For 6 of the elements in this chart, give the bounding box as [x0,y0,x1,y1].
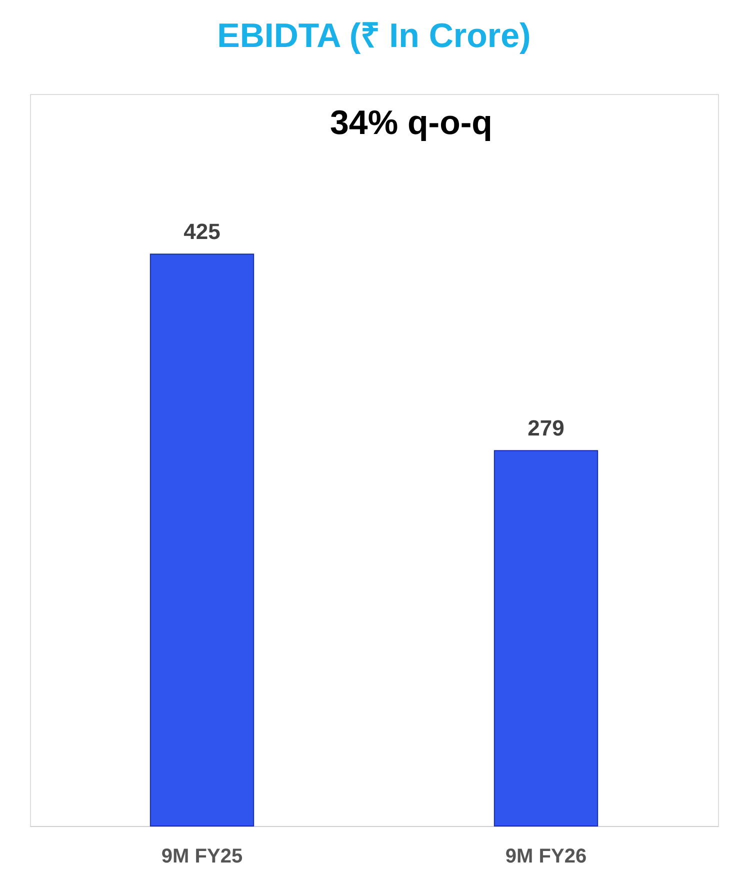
text: 34% q-o-q [330,104,492,142]
chart-title: EBIDTA (₹ In Crore) [217,17,531,55]
data-label: 425 [184,219,220,244]
x-tick-label: 9M FY25 [161,846,243,868]
x-tick-label: 9M FY26 [505,846,587,868]
data-label: 279 [528,416,564,441]
